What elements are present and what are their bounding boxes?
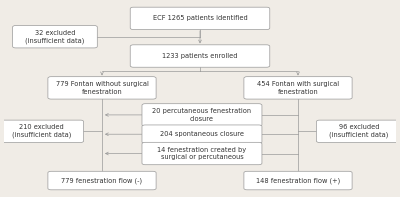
Text: 204 spontaneous closure: 204 spontaneous closure [160, 131, 244, 137]
Text: 454 Fontan with surgical
fenestration: 454 Fontan with surgical fenestration [257, 81, 339, 95]
FancyBboxPatch shape [142, 125, 262, 143]
Text: 148 fenestration flow (+): 148 fenestration flow (+) [256, 177, 340, 184]
Text: 20 percutaneous fenestration
closure: 20 percutaneous fenestration closure [152, 108, 252, 122]
FancyBboxPatch shape [13, 26, 97, 48]
Text: 779 Fontan without surgical
fenestration: 779 Fontan without surgical fenestration [56, 81, 148, 95]
FancyBboxPatch shape [48, 171, 156, 190]
Text: ECF 1265 patients identified: ECF 1265 patients identified [153, 15, 247, 21]
FancyBboxPatch shape [0, 120, 84, 142]
FancyBboxPatch shape [244, 171, 352, 190]
Text: 210 excluded
(insufficient data): 210 excluded (insufficient data) [12, 124, 71, 138]
Text: 96 excluded
(insufficient data): 96 excluded (insufficient data) [329, 124, 388, 138]
Text: 32 excluded
(insufficient data): 32 excluded (insufficient data) [25, 30, 85, 44]
FancyBboxPatch shape [48, 77, 156, 99]
FancyBboxPatch shape [130, 45, 270, 67]
FancyBboxPatch shape [316, 120, 400, 142]
FancyBboxPatch shape [142, 104, 262, 126]
FancyBboxPatch shape [142, 142, 262, 165]
Text: 14 fenestration created by
surgical or percutaneous: 14 fenestration created by surgical or p… [157, 147, 246, 160]
Text: 1233 patients enrolled: 1233 patients enrolled [162, 53, 238, 59]
Text: 779 fenestration flow (-): 779 fenestration flow (-) [62, 177, 142, 184]
FancyBboxPatch shape [130, 7, 270, 30]
FancyBboxPatch shape [244, 77, 352, 99]
